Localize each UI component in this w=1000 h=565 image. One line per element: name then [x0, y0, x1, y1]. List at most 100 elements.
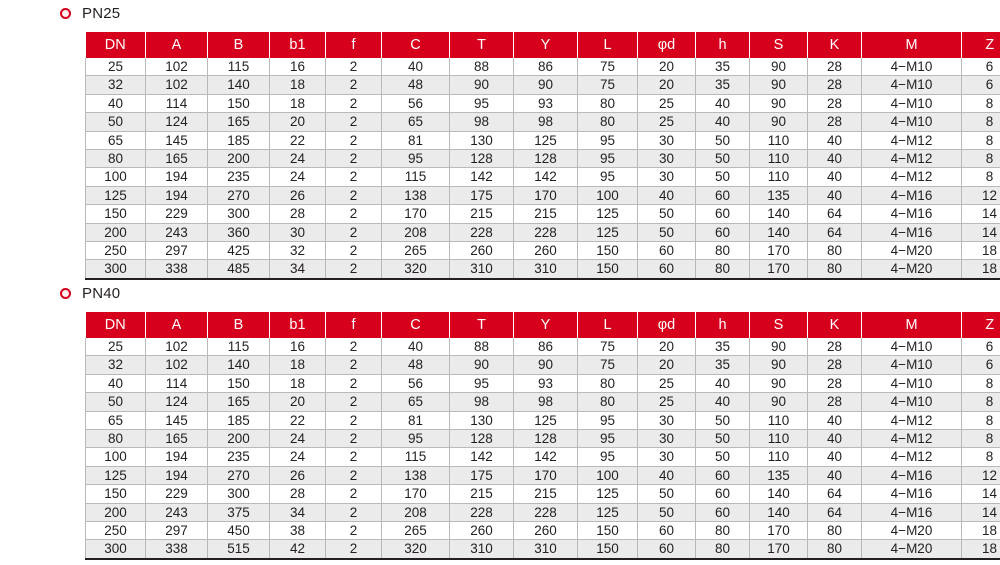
table-cell: 142 — [513, 447, 578, 467]
section-heading-pn40: PN40 — [0, 280, 1000, 306]
table-cell: 22 — [269, 411, 326, 431]
table-cell: 125 — [513, 131, 578, 151]
table-row: 80 165 200 24 2 95 128 128 95 30 50 110 40 4−M12 8 — [85, 429, 1000, 449]
table-cell: 2 — [325, 392, 382, 412]
table-cell: 28 — [269, 484, 326, 504]
table-cell: 60 — [695, 466, 750, 486]
table-cell: 20 — [637, 75, 696, 95]
table-row: 25 102 115 16 2 40 88 86 75 20 35 90 28 4−M10 6 — [85, 58, 1000, 77]
table-cell: 270 — [207, 186, 270, 206]
table-cell: 110 — [749, 429, 808, 449]
table-cell: 102 — [145, 75, 208, 95]
table-cell: 110 — [749, 149, 808, 169]
table-cell: 135 — [749, 186, 808, 206]
table-cell: 102 — [145, 58, 208, 77]
table-cell: 6 — [961, 58, 1000, 77]
table-cell: 8 — [961, 149, 1000, 169]
table-cell: 360 — [207, 223, 270, 243]
table-cell: 24 — [269, 149, 326, 169]
table-cell: 6 — [961, 355, 1000, 375]
table-cell: 4−M10 — [861, 58, 962, 77]
table-header-pn25: DN A B b1 f C T Y L φd h S K M Z — [85, 32, 1000, 58]
table-header-pn40: DN A B b1 f C T Y L φd h S K M Z — [85, 312, 1000, 338]
table-cell: 95 — [577, 149, 638, 169]
table-cell: 165 — [145, 149, 208, 169]
table-cell: 18 — [269, 94, 326, 114]
column-header-b1: b1 — [269, 312, 326, 338]
table-cell: 375 — [207, 503, 270, 523]
table-cell: 50 — [637, 223, 696, 243]
table-cell: 102 — [145, 355, 208, 375]
table-cell: 28 — [807, 355, 862, 375]
table-cell: 128 — [513, 149, 578, 169]
table-cell: 4−M16 — [861, 186, 962, 206]
table-body-pn25: 25 102 115 16 2 40 88 86 75 20 35 90 28 4−M10 6 32 102 14… — [85, 58, 1000, 279]
table-row: 80 165 200 24 2 95 128 128 95 30 50 110 40 4−M12 8 — [85, 149, 1000, 169]
table-cell: 300 — [207, 204, 270, 224]
table-cell: 25 — [637, 94, 696, 114]
column-header-s: S — [749, 32, 808, 58]
column-header-s: S — [749, 312, 808, 338]
table-cell: 80 — [577, 374, 638, 394]
cell-dn: 150 — [85, 204, 146, 224]
table-cell: 142 — [513, 167, 578, 187]
table-cell: 175 — [449, 186, 514, 206]
table-cell: 40 — [807, 167, 862, 187]
table-cell: 24 — [269, 429, 326, 449]
table-cell: 185 — [207, 131, 270, 151]
table-cell: 100 — [577, 466, 638, 486]
table-cell: 4−M12 — [861, 411, 962, 431]
table-cell: 30 — [637, 149, 696, 169]
table-cell: 2 — [325, 447, 382, 467]
table-cell: 425 — [207, 241, 270, 261]
table-cell: 95 — [577, 131, 638, 151]
table-cell: 90 — [749, 94, 808, 114]
table-cell: 8 — [961, 429, 1000, 449]
table-cell: 2 — [325, 186, 382, 206]
table-cell: 60 — [637, 259, 696, 279]
table-cell: 4−M20 — [861, 259, 962, 279]
table-cell: 56 — [381, 374, 450, 394]
table-cell: 60 — [637, 241, 696, 261]
table-cell: 86 — [513, 338, 578, 357]
table-cell: 18 — [269, 355, 326, 375]
column-header-t: T — [449, 32, 514, 58]
table-cell: 320 — [381, 539, 450, 559]
table-row: 25 102 115 16 2 40 88 86 75 20 35 90 28 4−M10 6 — [85, 338, 1000, 357]
ring-bullet-icon — [60, 8, 71, 19]
column-header-b: B — [207, 312, 270, 338]
table-cell: 297 — [145, 241, 208, 261]
table-cell: 124 — [145, 392, 208, 412]
column-header-c: C — [381, 312, 450, 338]
table-cell: 4−M10 — [861, 338, 962, 357]
table-cell: 64 — [807, 503, 862, 523]
table-cell: 80 — [807, 241, 862, 261]
column-header-y: Y — [513, 312, 578, 338]
table-cell: 40 — [381, 338, 450, 357]
table-cell: 28 — [807, 94, 862, 114]
column-header-l: L — [577, 312, 638, 338]
table-cell: 48 — [381, 355, 450, 375]
table-cell: 40 — [807, 447, 862, 467]
table-cell: 22 — [269, 131, 326, 151]
table-cell: 4−M16 — [861, 503, 962, 523]
table-row: 300 338 515 42 2 320 310 310 150 60 80 170 80 4−M20 18 — [85, 539, 1000, 559]
table-cell: 515 — [207, 539, 270, 559]
column-header-dn: DN — [85, 312, 146, 338]
table-cell: 138 — [381, 466, 450, 486]
table-cell: 20 — [269, 112, 326, 132]
table-cell: 40 — [807, 411, 862, 431]
table-cell: 4−M12 — [861, 149, 962, 169]
table-cell: 110 — [749, 411, 808, 431]
table-cell: 93 — [513, 94, 578, 114]
table-cell: 16 — [269, 58, 326, 77]
table-cell: 260 — [513, 241, 578, 261]
table-cell: 50 — [695, 167, 750, 187]
table-cell: 215 — [449, 204, 514, 224]
table-cell: 2 — [325, 75, 382, 95]
table-cell: 185 — [207, 411, 270, 431]
table-cell: 26 — [269, 466, 326, 486]
table-cell: 65 — [381, 392, 450, 412]
section-pn40: PN40 DN A B b1 f C T — [0, 280, 1000, 560]
section-title: PN25 — [82, 4, 121, 22]
